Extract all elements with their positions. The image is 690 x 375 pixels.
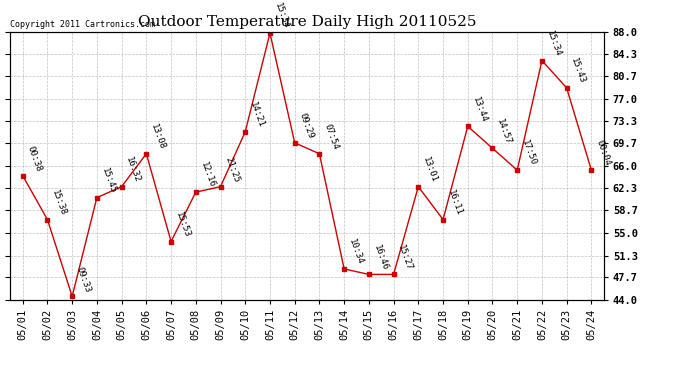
Text: 00:04: 00:04 — [594, 139, 612, 167]
Text: 14:21: 14:21 — [248, 101, 266, 129]
Text: 17:50: 17:50 — [520, 139, 538, 167]
Text: 16:11: 16:11 — [446, 189, 464, 217]
Text: 16:46: 16:46 — [372, 243, 389, 272]
Title: Outdoor Temperature Daily High 20110525: Outdoor Temperature Daily High 20110525 — [138, 15, 476, 29]
Text: Copyright 2011 Cartronics.com: Copyright 2011 Cartronics.com — [10, 20, 155, 29]
Text: 15:38: 15:38 — [50, 189, 68, 217]
Text: 16:32: 16:32 — [124, 156, 142, 184]
Text: 15:45: 15:45 — [99, 166, 117, 195]
Text: 13:01: 13:01 — [421, 156, 439, 184]
Text: 15:34: 15:34 — [273, 2, 290, 30]
Text: 09:33: 09:33 — [75, 265, 92, 294]
Text: 21:25: 21:25 — [224, 156, 241, 184]
Text: 15:34: 15:34 — [544, 29, 562, 58]
Text: 00:38: 00:38 — [26, 145, 43, 173]
Text: 10:34: 10:34 — [347, 238, 364, 266]
Text: 12:16: 12:16 — [199, 161, 216, 189]
Text: 13:08: 13:08 — [149, 123, 167, 151]
Text: 15:53: 15:53 — [174, 210, 192, 239]
Text: 07:54: 07:54 — [322, 123, 340, 151]
Text: 14:57: 14:57 — [495, 117, 513, 146]
Text: 15:43: 15:43 — [569, 57, 587, 85]
Text: 15:27: 15:27 — [396, 243, 414, 272]
Text: 13:44: 13:44 — [471, 95, 489, 123]
Text: 09:29: 09:29 — [297, 112, 315, 140]
